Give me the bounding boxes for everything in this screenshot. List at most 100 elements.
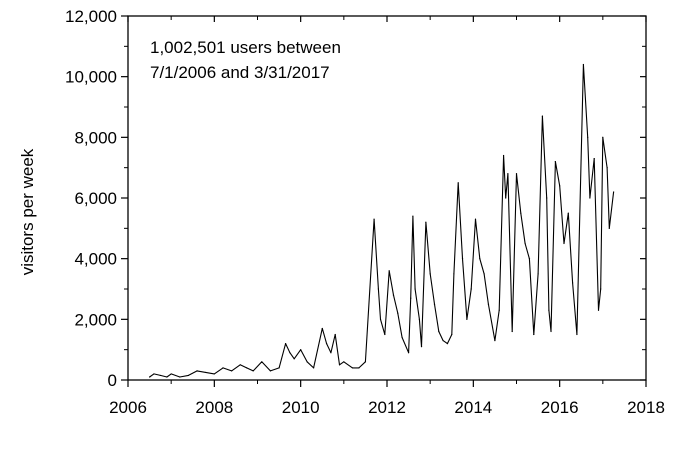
data-point bbox=[373, 218, 375, 220]
data-point bbox=[576, 333, 578, 336]
data-point bbox=[187, 374, 190, 377]
data-point bbox=[438, 330, 440, 333]
x-tick-label: 2018 bbox=[627, 398, 665, 417]
data-point bbox=[384, 333, 386, 336]
data-point bbox=[420, 346, 423, 348]
data-point bbox=[483, 273, 485, 275]
data-point bbox=[515, 173, 518, 175]
data-point bbox=[388, 270, 390, 272]
data-point bbox=[505, 197, 507, 199]
data-point bbox=[153, 373, 155, 375]
x-tick-label: 2014 bbox=[454, 398, 492, 417]
data-point bbox=[293, 358, 295, 360]
data-point bbox=[520, 212, 522, 214]
data-point bbox=[414, 288, 416, 290]
data-point bbox=[196, 370, 198, 372]
data-point bbox=[451, 333, 453, 336]
data-point bbox=[593, 157, 595, 160]
data-point bbox=[252, 370, 254, 372]
x-tick-label: 2016 bbox=[541, 398, 579, 417]
data-point bbox=[567, 212, 569, 214]
x-axis: 2006 2008 2010 2012 2014 2016 2018 bbox=[109, 16, 665, 417]
data-point bbox=[392, 294, 395, 296]
data-point bbox=[410, 297, 412, 299]
annotation-line-1: 1,002,501 users between bbox=[150, 38, 341, 57]
data-point bbox=[343, 361, 345, 363]
data-point bbox=[179, 376, 181, 378]
data-point bbox=[524, 242, 526, 245]
y-axis-title: visitors per week bbox=[18, 148, 37, 275]
data-point bbox=[231, 370, 233, 372]
data-point bbox=[269, 370, 272, 372]
data-point bbox=[446, 343, 449, 345]
data-point bbox=[300, 349, 302, 351]
data-point bbox=[401, 336, 403, 339]
series-group bbox=[148, 63, 615, 378]
data-point bbox=[582, 63, 585, 66]
data-point bbox=[313, 367, 315, 369]
data-point bbox=[533, 333, 535, 336]
data-point bbox=[537, 273, 539, 275]
y-tick-label: 8,000 bbox=[74, 128, 117, 147]
data-point bbox=[474, 218, 477, 220]
x-tick-label: 2006 bbox=[109, 398, 147, 417]
data-point bbox=[442, 339, 444, 342]
data-point bbox=[429, 273, 431, 275]
data-point bbox=[433, 303, 436, 305]
data-point bbox=[284, 343, 287, 345]
y-tick-label: 12,000 bbox=[65, 7, 117, 26]
data-point bbox=[159, 374, 161, 377]
data-point bbox=[608, 227, 610, 229]
data-point bbox=[321, 327, 323, 330]
data-point bbox=[541, 115, 544, 117]
data-point bbox=[511, 330, 513, 333]
data-point bbox=[589, 197, 591, 199]
data-point bbox=[412, 215, 414, 217]
data-point bbox=[306, 361, 308, 363]
data-point bbox=[479, 258, 481, 260]
data-point bbox=[205, 371, 207, 374]
data-point bbox=[222, 367, 224, 369]
data-point bbox=[461, 258, 464, 260]
data-point bbox=[548, 309, 550, 311]
data-point bbox=[559, 185, 561, 187]
x-tick-label: 2012 bbox=[368, 398, 406, 417]
data-point bbox=[148, 376, 151, 378]
data-point bbox=[457, 182, 459, 184]
data-point bbox=[563, 242, 565, 245]
x-tick-label: 2010 bbox=[282, 398, 320, 417]
data-point bbox=[407, 352, 410, 354]
data-point bbox=[170, 373, 172, 375]
annotation-line-2: 7/1/2006 and 3/31/2017 bbox=[150, 63, 330, 82]
data-point bbox=[572, 282, 574, 284]
data-point bbox=[470, 288, 472, 290]
data-point bbox=[246, 367, 248, 369]
data-point bbox=[502, 154, 505, 157]
data-point bbox=[278, 367, 280, 369]
y-tick-label: 6,000 bbox=[74, 189, 117, 208]
data-point bbox=[550, 330, 552, 333]
data-point bbox=[600, 288, 602, 290]
data-point bbox=[377, 288, 379, 290]
data-point bbox=[213, 373, 215, 375]
data-point bbox=[528, 258, 531, 260]
data-point bbox=[351, 367, 354, 369]
data-point bbox=[418, 318, 420, 320]
data-point bbox=[453, 273, 455, 275]
data-point bbox=[239, 364, 241, 366]
data-point bbox=[507, 173, 509, 175]
data-point bbox=[261, 361, 263, 363]
data-point bbox=[379, 318, 382, 320]
data-point bbox=[498, 309, 500, 311]
data-point bbox=[546, 197, 548, 199]
data-point bbox=[597, 309, 600, 311]
y-tick-label: 10,000 bbox=[65, 68, 117, 87]
data-point bbox=[397, 312, 399, 314]
data-point bbox=[166, 376, 168, 378]
y-tick-label: 2,000 bbox=[74, 310, 117, 329]
data-point bbox=[334, 333, 336, 336]
x-tick-label: 2008 bbox=[195, 398, 233, 417]
data-point bbox=[487, 303, 490, 305]
data-point bbox=[494, 339, 496, 342]
data-point bbox=[613, 191, 615, 193]
